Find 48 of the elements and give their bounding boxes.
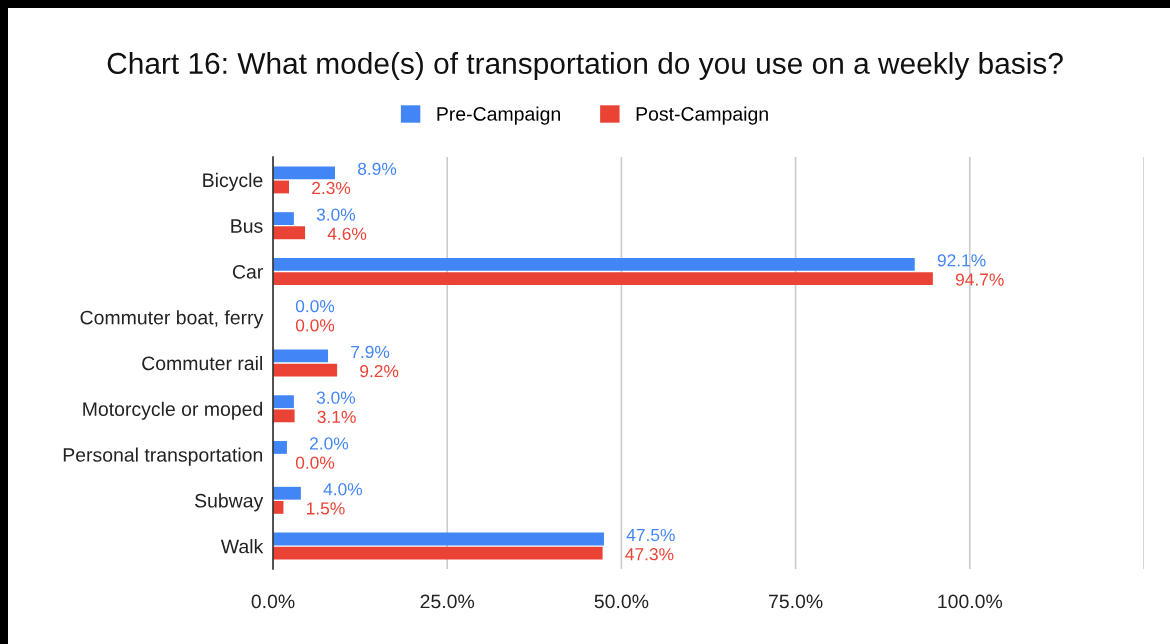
data-label: 47.3% — [625, 548, 674, 561]
data-label: 9.2% — [360, 364, 399, 378]
y-tick-label: Bicycle — [203, 172, 263, 191]
data-label: 2.0% — [310, 437, 349, 450]
data-label: 94.7% — [955, 273, 1004, 286]
data-label: 2.3% — [312, 181, 351, 195]
data-label: 3.0% — [316, 391, 356, 404]
bar — [273, 546, 603, 560]
bar — [273, 349, 329, 363]
x-tick-label: 75.0% — [769, 594, 823, 609]
y-tick-label: Motorcycle or moped — [83, 401, 263, 420]
legend-label: Post-Campaign — [636, 106, 768, 125]
data-label: 0.0% — [295, 456, 335, 469]
chart-title: Chart 16: What mode(s) of transportation do you use on a weekly basis? — [107, 52, 1063, 80]
y-tick-label: Subway — [194, 493, 264, 512]
bar — [273, 212, 294, 225]
bar — [273, 441, 287, 454]
data-label: 7.9% — [351, 345, 390, 359]
bar — [273, 486, 301, 500]
data-label: 3.0% — [316, 208, 356, 221]
bar — [273, 272, 933, 285]
bar — [273, 166, 336, 180]
data-label: 1.5% — [307, 502, 345, 515]
y-tick-label: Car — [232, 264, 263, 279]
x-tick-label: 25.0% — [420, 594, 475, 609]
legend-label: Pre-Campaign — [437, 106, 560, 125]
x-tick-label: 0.0% — [251, 594, 295, 609]
data-label: 47.5% — [626, 528, 675, 542]
data-label: 8.9% — [357, 162, 397, 175]
data-label: 0.0% — [295, 299, 335, 313]
bar — [273, 409, 295, 423]
bar — [273, 257, 915, 271]
y-tick-label: Bus — [231, 219, 263, 233]
bar — [273, 363, 338, 377]
data-label: 3.1% — [317, 410, 356, 424]
data-label: 4.6% — [327, 227, 367, 240]
data-label: 92.1% — [937, 254, 986, 267]
x-tick-label: 100.0% — [938, 594, 1003, 609]
y-tick-label: Walk — [220, 539, 264, 554]
bar — [273, 226, 306, 240]
data-label: 0.0% — [295, 319, 335, 332]
y-tick-label: Commuter rail — [142, 355, 262, 371]
y-tick-label: Personal transportation — [63, 447, 263, 466]
bar — [273, 395, 294, 409]
bar — [273, 532, 604, 546]
data-label: 4.0% — [323, 483, 363, 496]
x-tick-label: 50.0% — [594, 594, 649, 609]
y-tick-label: Commuter boat, ferry — [80, 310, 264, 329]
